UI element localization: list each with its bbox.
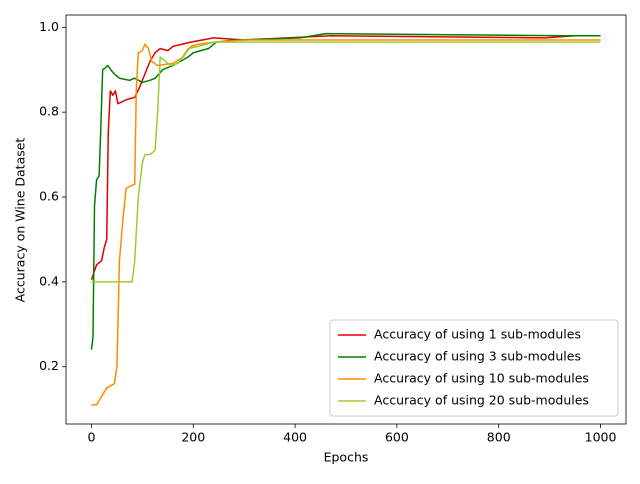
legend-label: Accuracy of using 1 sub-modules xyxy=(374,327,581,342)
y-tick-label: 0.2 xyxy=(39,358,59,373)
legend-label: Accuracy of using 10 sub-modules xyxy=(374,371,589,386)
y-tick-label: 0.8 xyxy=(39,104,59,119)
plot-frame xyxy=(65,14,627,425)
y-axis-label: Accuracy on Wine Dataset xyxy=(13,138,28,303)
legend-label: Accuracy of using 20 sub-modules xyxy=(374,393,589,408)
legend-box xyxy=(329,319,619,417)
x-tick-label: 600 xyxy=(385,430,409,445)
data-line xyxy=(91,41,601,283)
x-tick-label: 400 xyxy=(283,430,307,445)
x-tick-label: 200 xyxy=(181,430,205,445)
x-tick-label: 1000 xyxy=(585,430,617,445)
y-tick-label: 0.4 xyxy=(39,273,59,288)
x-axis-label: Epochs xyxy=(324,450,369,465)
x-tick-label: 0 xyxy=(87,430,95,445)
legend-label: Accuracy of using 3 sub-modules xyxy=(374,349,581,364)
y-tick-label: 0.6 xyxy=(39,189,59,204)
y-tick-label: 1.0 xyxy=(39,19,59,34)
x-tick-label: 800 xyxy=(487,430,511,445)
